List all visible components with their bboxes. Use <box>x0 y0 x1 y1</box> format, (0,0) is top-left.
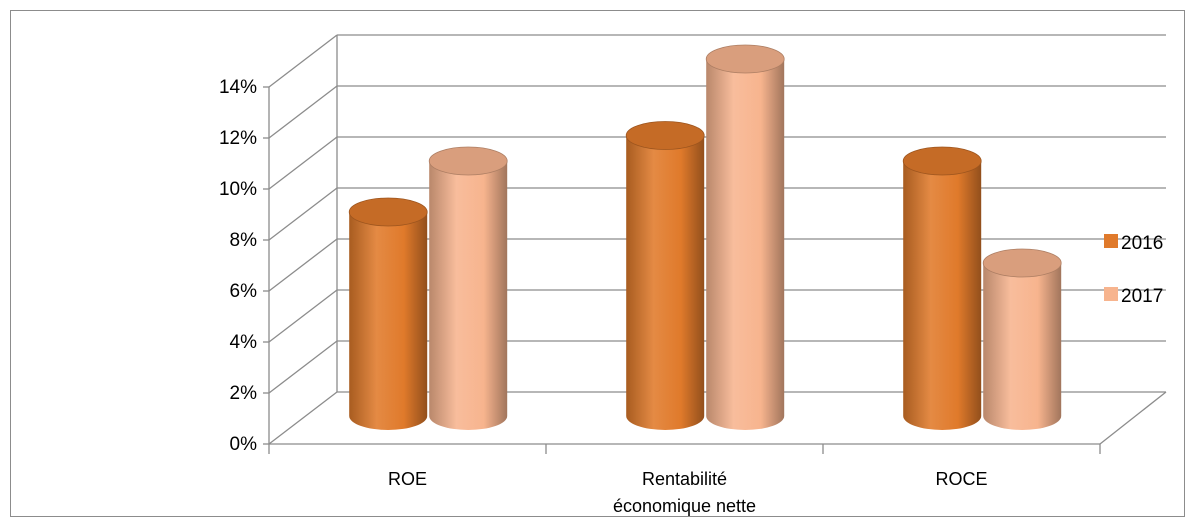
x-tick-label: ROCE <box>935 469 987 489</box>
bar-body <box>626 135 705 430</box>
bar-2016 <box>625 121 705 430</box>
gridline-side <box>268 238 338 292</box>
gridline-side <box>268 34 338 88</box>
gridline-side <box>268 391 338 445</box>
legend-swatch <box>1104 287 1118 301</box>
bar-top <box>428 146 508 176</box>
bar-top <box>705 44 785 74</box>
x-tick-label: Rentabilité économique nette <box>613 469 756 516</box>
y-tick-label: 14% <box>219 77 257 98</box>
y-tick-label: 0% <box>230 434 258 455</box>
y-tick-label: 10% <box>219 179 257 200</box>
gridline-side <box>268 136 338 190</box>
legend-label: 2017 <box>1121 286 1163 307</box>
gridline-side <box>268 340 338 394</box>
bars <box>348 44 1062 430</box>
bar-2017 <box>428 146 508 430</box>
gridline-side <box>268 289 338 343</box>
bar-top <box>902 146 982 176</box>
bar-2017 <box>982 248 1062 430</box>
bar-body <box>706 59 785 430</box>
bar-top <box>348 197 428 227</box>
y-tick-label: 8% <box>230 230 258 251</box>
bar-2017 <box>705 44 785 430</box>
y-tick-label: 2% <box>230 383 258 404</box>
bar-body <box>983 263 1062 430</box>
legend-swatch <box>1104 234 1118 248</box>
gridline-side <box>268 85 338 139</box>
gridline-side <box>268 187 338 241</box>
labels: 0% 2% 4% 6% 8% 10% 12% 14% ROE Rentabilité économi… <box>219 77 988 516</box>
bar-2016 <box>902 146 982 430</box>
bar-top <box>982 248 1062 278</box>
x-tick-label: ROE <box>388 469 427 489</box>
bar-body <box>903 161 982 430</box>
y-tick-label: 6% <box>230 281 258 302</box>
legend-label: 2016 <box>1121 233 1163 254</box>
legend: 2016 2017 <box>1104 233 1163 307</box>
y-tick-label: 12% <box>219 128 257 149</box>
bar-top <box>625 121 705 150</box>
bar-body <box>349 212 428 430</box>
y-tick-label: 4% <box>230 332 258 353</box>
bar-2016 <box>348 197 428 430</box>
axes <box>263 35 1167 454</box>
floor-right-edge <box>1099 391 1167 445</box>
bar-body <box>429 161 508 430</box>
